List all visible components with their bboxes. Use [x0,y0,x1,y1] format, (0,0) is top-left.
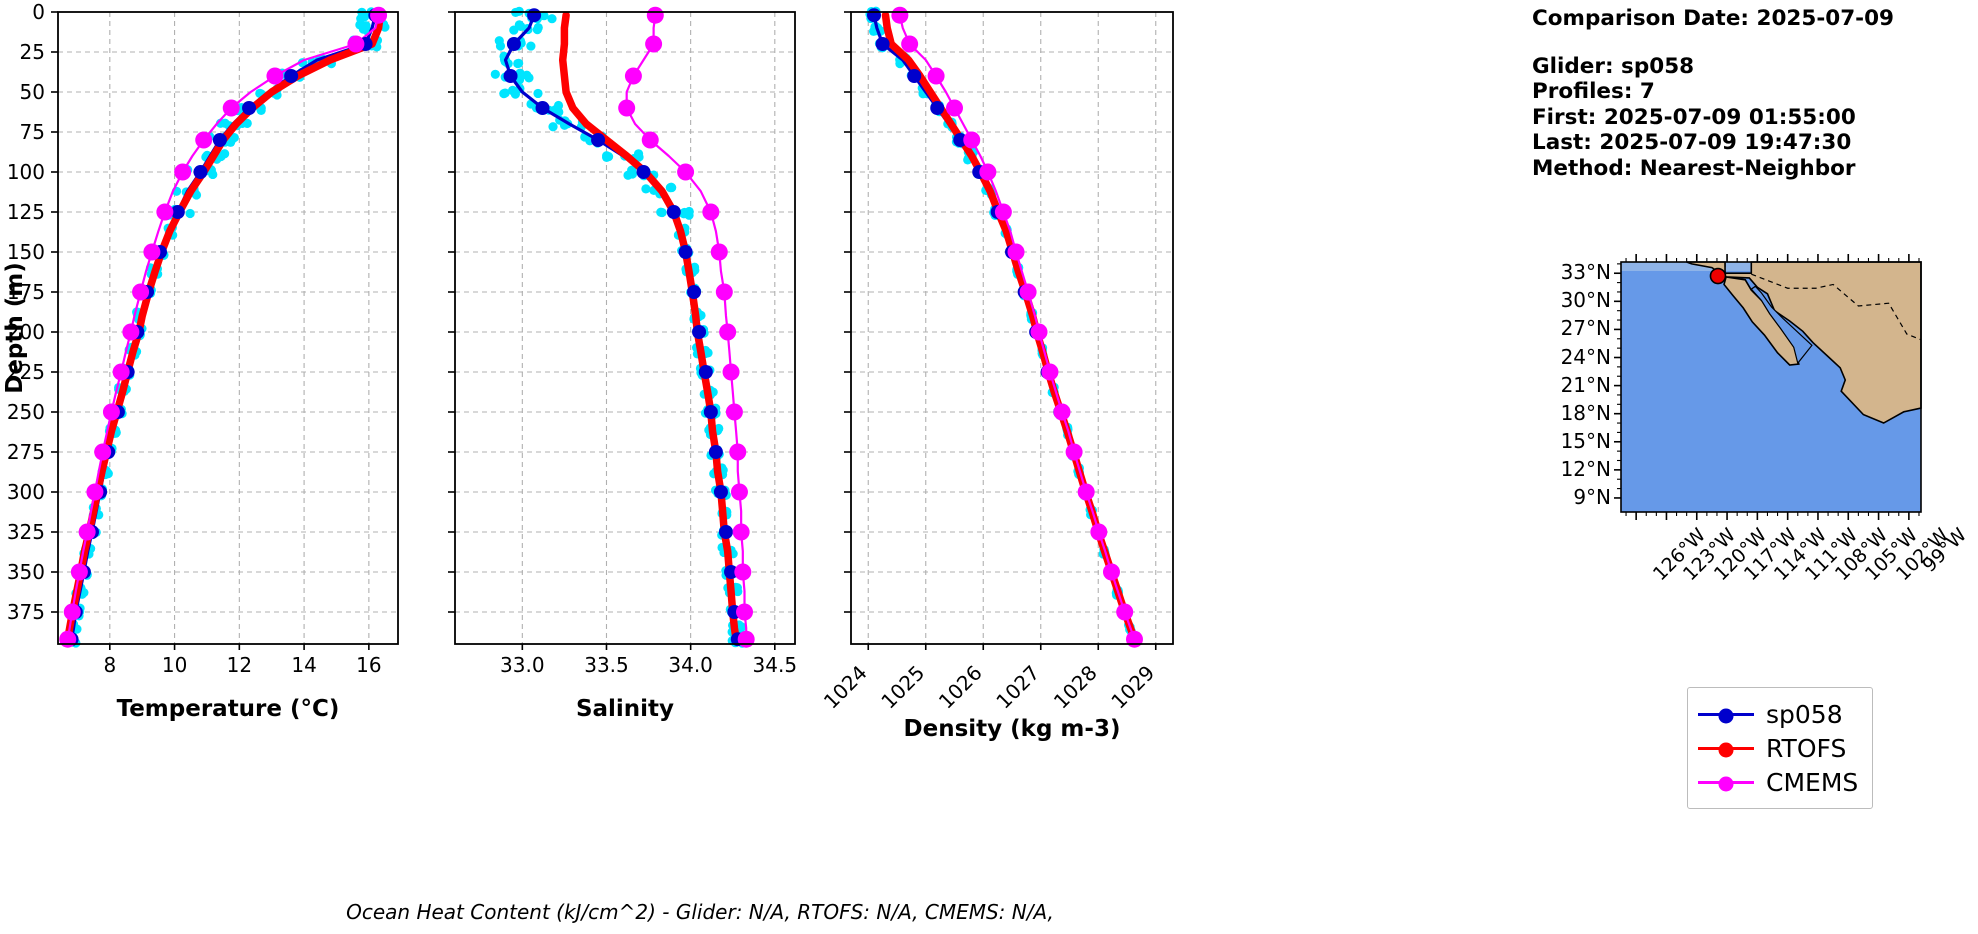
depth-tick-label: 175 [7,280,45,304]
glider-location-marker [1709,267,1727,285]
map-lat-label: 24°N [1560,344,1611,369]
map-lat-label: 9°N [1573,484,1611,509]
x-tick-label: 33.0 [500,653,545,677]
legend-item-cmems[interactable]: CMEMS [1698,765,1858,799]
legend-item-sp058[interactable]: sp058 [1698,697,1858,731]
map-lat-label: 21°N [1560,372,1611,397]
x-axis-title: Density (kg m-3) [904,716,1121,742]
depth-tick-label: 325 [7,520,45,544]
x-tick-label: 1029 [1106,661,1159,714]
depth-tick-label: 250 [7,400,45,424]
x-tick-label: 16 [356,653,381,677]
depth-tick-label: 125 [7,200,45,224]
map-lat-label: 12°N [1560,456,1611,481]
comparison-info-block: Comparison Date: 2025-07-09 Glider: sp05… [1532,6,1962,181]
comparison-date-line: Comparison Date: 2025-07-09 [1532,6,1895,31]
legend-marker-dot [1718,708,1734,723]
x-tick-label: 1027 [991,661,1044,714]
depth-tick-label: 50 [20,80,45,104]
x-tick-label: 8 [103,653,116,677]
ocean-heat-content-caption: Ocean Heat Content (kJ/cm^2) - Glider: N… [346,900,1054,924]
x-axis-title: Salinity [576,696,674,722]
depth-tick-label: 275 [7,440,45,464]
legend-marker-dot [1718,742,1734,757]
map-lat-label: 15°N [1560,428,1611,453]
x-tick-label: 1025 [876,661,929,714]
x-axis-title: Temperature (°C) [117,696,340,722]
depth-tick-label: 0 [32,0,45,24]
legend-item-rtofs[interactable]: RTOFS [1698,731,1858,765]
depth-tick-label: 100 [7,160,45,184]
depth-tick-label: 25 [20,40,45,64]
legend-label: CMEMS [1766,767,1859,797]
first-profile-line: First: 2025-07-09 01:55:00 [1532,104,1856,130]
depth-tick-label: 150 [7,240,45,264]
glider-line: Glider: sp058 [1532,53,1695,79]
x-tick-label: 1028 [1049,661,1102,714]
legend-line-swatch [1698,708,1754,723]
info-spacer [1532,32,1962,54]
x-tick-label: 34.5 [753,653,798,677]
series-legend: sp058 RTOFS CMEMS [1687,687,1874,809]
legend-label: sp058 [1766,699,1843,729]
legend-marker-dot [1718,776,1734,791]
x-tick-label: 1024 [819,661,872,714]
method-line: Method: Nearest-Neighbor [1532,155,1856,181]
map-lat-label: 33°N [1560,260,1611,285]
x-tick-label: 34.0 [668,653,713,677]
depth-tick-label: 75 [20,120,45,144]
depth-tick-label: 350 [7,560,45,584]
depth-tick-label: 225 [7,360,45,384]
map-lat-label: 18°N [1560,400,1611,425]
x-tick-label: 10 [162,653,187,677]
profiles-line: Profiles: 7 [1532,79,1655,104]
x-tick-label: 12 [227,653,252,677]
depth-tick-label: 375 [7,600,45,624]
depth-tick-label: 300 [7,480,45,504]
x-tick-label: 33.5 [584,653,629,677]
map-lat-label: 30°N [1560,288,1611,313]
legend-line-swatch [1698,776,1754,791]
legend-label: RTOFS [1766,733,1847,763]
y-axis-title: Depth (m) [2,262,28,394]
depth-tick-label: 200 [7,320,45,344]
x-tick-label: 14 [291,653,316,677]
last-profile-line: Last: 2025-07-09 19:47:30 [1532,130,1852,155]
location-map: 33°N 30°N 27°N 24°N 21°N 18°N 15°N 12°N 9°N 126°W… [1531,254,1971,585]
x-tick-label: 1026 [934,661,987,714]
map-lat-label: 27°N [1560,316,1611,341]
legend-line-swatch [1698,742,1754,757]
